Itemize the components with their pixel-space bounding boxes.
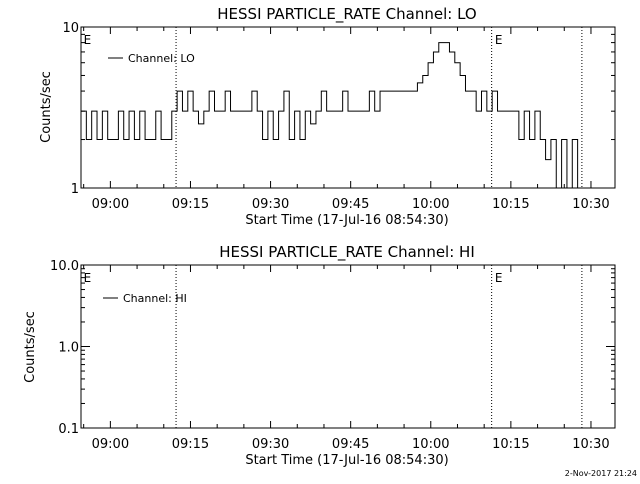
x-tick-label: 09:15 xyxy=(172,437,209,452)
e-marker-label: E xyxy=(495,271,503,285)
x-tick-label: 09:15 xyxy=(172,197,209,212)
y-tick-label: 0.1 xyxy=(58,422,79,437)
e-marker-label: E xyxy=(84,33,92,47)
panel-channel-hi: HESSI PARTICLE_RATE Channel: HI Counts/s… xyxy=(23,243,616,468)
x-tick-label: 09:30 xyxy=(252,197,289,212)
series-line xyxy=(81,42,583,189)
e-marker-label: E xyxy=(84,271,92,285)
x-tick-label: 10:30 xyxy=(572,437,609,452)
dotted-marker-lines xyxy=(175,265,583,428)
x-axis-label: Start Time (17-Jul-16 08:54:30) xyxy=(245,453,448,468)
x-tick-label: 10:15 xyxy=(492,197,529,212)
y-tick-label: 1 xyxy=(71,182,79,197)
y-tick-label: 1.0 xyxy=(58,341,79,356)
x-tick-label: 09:30 xyxy=(252,437,289,452)
legend-entry: Channel: LO xyxy=(128,52,195,65)
x-tick-label: 10:00 xyxy=(412,197,449,212)
y-tick-label: 10 xyxy=(62,21,79,36)
x-axis-label: Start Time (17-Jul-16 08:54:30) xyxy=(245,213,448,228)
y-axis-label: Counts/sec xyxy=(39,71,54,143)
tick-layer: 09:00 09:15 09:30 09:45 10:00 10:15 10:30 1 10 xyxy=(62,21,615,212)
legend: Channel: HI xyxy=(103,292,187,305)
chart-title: HESSI PARTICLE_RATE Channel: LO xyxy=(217,5,476,24)
e-marker-label: E xyxy=(495,33,503,47)
panel-channel-lo: HESSI PARTICLE_RATE Channel: LO Counts/s… xyxy=(39,5,616,228)
x-tick-label: 10:15 xyxy=(492,437,529,452)
y-axis-label: Counts/sec xyxy=(23,311,38,383)
plot-frame xyxy=(80,26,616,189)
x-tick-label: 10:30 xyxy=(572,197,609,212)
chart-title: HESSI PARTICLE_RATE Channel: HI xyxy=(219,243,475,262)
tick-layer: 09:00 09:15 09:30 09:45 10:00 10:15 10:30 0.1 1.… xyxy=(50,259,615,452)
x-tick-label: 09:00 xyxy=(92,197,129,212)
y-tick-label: 10.0 xyxy=(50,259,79,274)
x-tick-label: 09:45 xyxy=(332,437,369,452)
legend: Channel: LO xyxy=(108,52,195,65)
footer-date: 2-Nov-2017 21:24 xyxy=(565,469,637,478)
x-tick-label: 09:00 xyxy=(92,437,129,452)
x-tick-label: 09:45 xyxy=(332,197,369,212)
plot-frame xyxy=(80,264,616,429)
legend-entry: Channel: HI xyxy=(123,292,187,305)
dotted-marker-lines xyxy=(175,27,583,188)
series-layer xyxy=(81,42,583,189)
x-tick-label: 10:00 xyxy=(412,437,449,452)
